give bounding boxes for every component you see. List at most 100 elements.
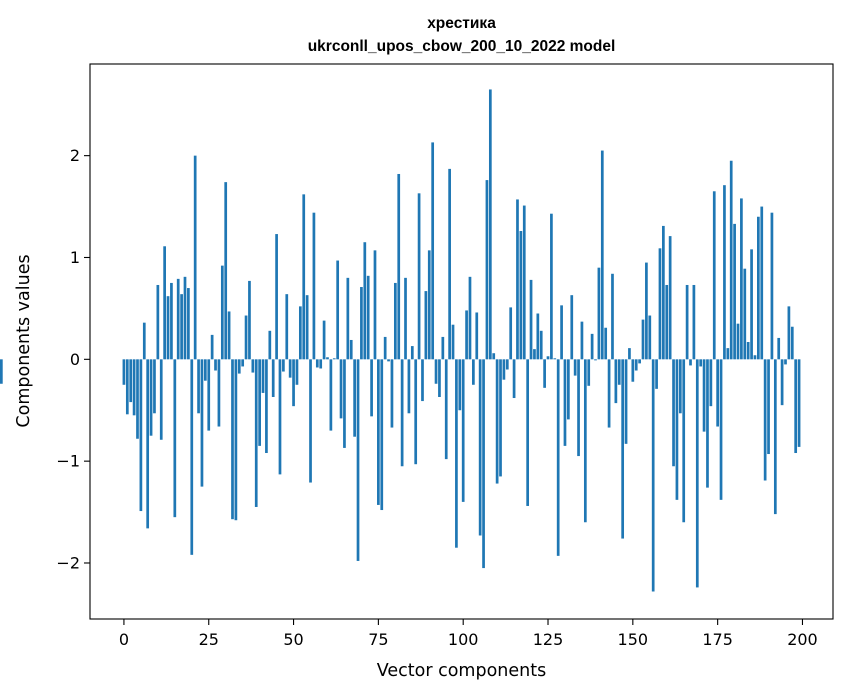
bar-component-30 [224, 182, 228, 360]
bar-component-89 [424, 291, 428, 360]
bar-component-174 [712, 191, 716, 360]
bar-component-68 [353, 359, 356, 437]
bar-component-124 [543, 359, 546, 388]
bar-component-60 [326, 357, 329, 360]
bar-component-110 [495, 359, 499, 484]
bar-component-118 [522, 205, 526, 360]
bar-component-10 [156, 284, 160, 360]
bar-component-20 [190, 359, 194, 555]
x-tick-label-25: 25 [199, 630, 219, 649]
bar-component-4 [136, 359, 139, 439]
bar-component-52 [298, 306, 302, 360]
bar-component-11 [159, 359, 163, 440]
bar-component-7 [146, 359, 150, 529]
bar-component-150 [631, 359, 635, 382]
bar-component-153 [641, 319, 645, 360]
bar-component-142 [604, 327, 608, 360]
bar-component-104 [475, 312, 479, 360]
bar-component-190 [767, 359, 770, 455]
bar-component-18 [183, 276, 187, 360]
bar-component-186 [753, 355, 757, 360]
bar-component-45 [275, 234, 278, 360]
bar-component-170 [699, 359, 703, 367]
bar-component-135 [580, 321, 584, 360]
bar-component-184 [746, 342, 750, 360]
bar-component-197 [790, 326, 794, 360]
bar-component-178 [726, 348, 730, 360]
bar-component-36 [244, 315, 248, 360]
bar-component-189 [763, 359, 767, 481]
bar-component-169 [695, 359, 699, 588]
bar-component-12 [163, 246, 166, 360]
bar-component-119 [526, 359, 530, 506]
bar-component-83 [404, 277, 407, 360]
bar-component-24 [203, 359, 207, 381]
bar-component-33 [234, 359, 238, 521]
bar-component-37 [248, 280, 251, 360]
bar-component-86 [414, 359, 418, 465]
bar-component-75 [377, 359, 380, 505]
bar-component-5 [139, 359, 143, 512]
bar-component-156 [651, 359, 655, 592]
bar-component-165 [682, 359, 686, 523]
bar-component-195 [784, 359, 787, 365]
bar-component-0 [122, 359, 126, 385]
bar-component-88 [421, 359, 424, 402]
bar-component-93 [438, 359, 441, 397]
bar-component-98 [455, 359, 458, 548]
bar-component-32 [231, 359, 234, 520]
bar-component-19 [187, 288, 190, 360]
bar-component-177 [723, 185, 726, 360]
bar-component-82 [400, 359, 404, 467]
bar-component-97 [451, 324, 455, 360]
x-tick-label-50: 50 [283, 630, 303, 649]
bar-component-92 [434, 359, 438, 384]
bar-component-171 [702, 359, 706, 432]
bar-component-91 [431, 142, 435, 360]
bar-component-34 [237, 359, 241, 374]
bar-component-116 [516, 199, 519, 360]
bar-component-161 [668, 236, 672, 360]
bar-component-140 [597, 267, 601, 360]
bar-component-138 [590, 333, 594, 360]
bar-component-76 [380, 359, 384, 511]
bar-component-56 [312, 212, 316, 360]
bar-component-66 [346, 277, 350, 360]
bar-component-53 [302, 194, 306, 360]
bar-component-144 [611, 273, 614, 360]
bar-component-58 [319, 359, 323, 369]
bar-component-13 [166, 296, 170, 360]
bar-component-85 [410, 346, 414, 360]
bar-component-29 [220, 265, 224, 360]
bar-component-134 [577, 359, 580, 457]
bar-component-185 [750, 249, 753, 360]
x-tick-label-0: 0 [119, 630, 129, 649]
bar-component-17 [180, 294, 183, 360]
x-tick-label-100: 100 [448, 630, 479, 649]
bar-component-101 [465, 310, 468, 360]
bar-component-15 [173, 359, 177, 518]
bar-component-146 [617, 359, 621, 385]
bar-component-64 [339, 359, 343, 419]
bar-component-72 [366, 275, 370, 360]
x-tick-label-150: 150 [618, 630, 649, 649]
y-tick-label--2: −2 [56, 553, 80, 572]
chart-title-line-2: ukrconll_upos_cbow_200_10_2022 model [308, 38, 616, 55]
bar-component-44 [271, 359, 275, 397]
bar-component-25 [207, 359, 211, 431]
bar-component-152 [638, 359, 641, 364]
y-tick-label--1: −1 [56, 452, 80, 471]
bar-component-141 [600, 150, 604, 360]
bar-component-22 [197, 359, 200, 414]
bar-component-31 [227, 311, 231, 360]
chart-title-line-1: хрестика [427, 15, 496, 32]
y-axis-label: Components values [14, 254, 34, 427]
x-axis-label: Vector components [377, 661, 546, 681]
bar-component-79 [390, 359, 394, 428]
bar-component-99 [458, 359, 462, 411]
bar-component-136 [583, 359, 587, 523]
bar-component-121 [533, 349, 536, 360]
bar-component-149 [628, 348, 631, 360]
bar-component-46 [278, 359, 282, 475]
